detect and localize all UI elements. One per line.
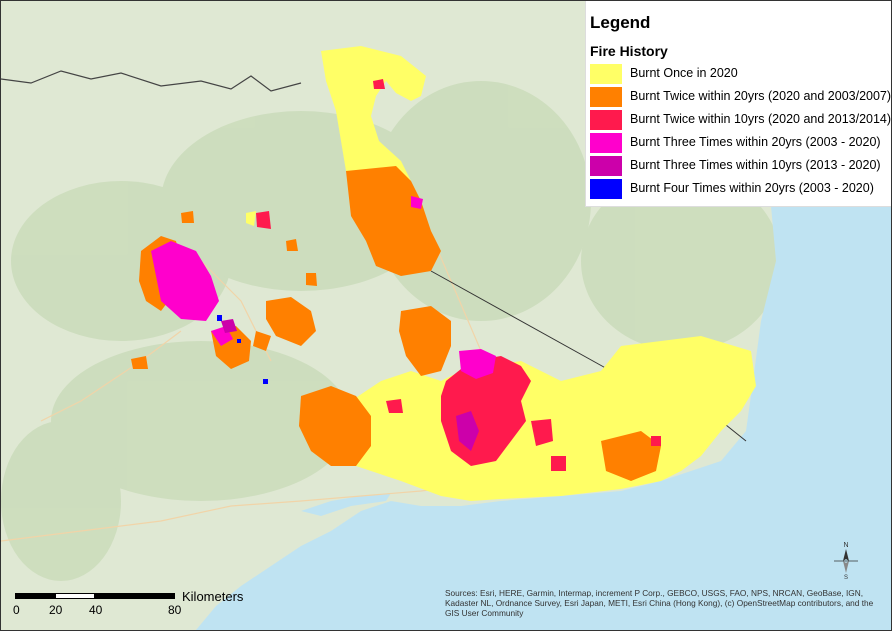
legend-swatch <box>590 156 622 176</box>
legend-item-label: Burnt Three Times within 20yrs (2003 - 2… <box>630 135 881 149</box>
legend-swatch <box>590 64 622 84</box>
scale-tick-label: 40 <box>89 603 103 617</box>
attribution-text: Sources: Esri, HERE, Garmin, Intermap, i… <box>445 588 874 618</box>
scale-segment <box>15 593 55 599</box>
scale-tick-label: 80 <box>168 603 182 617</box>
legend-item-burnt-three-20yrs: Burnt Three Times within 20yrs (2003 - 2… <box>590 133 890 155</box>
scale-bar: 0 20 40 80 Kilometers <box>13 589 265 629</box>
legend-item-label: Burnt Twice within 10yrs (2020 and 2013/… <box>630 112 892 126</box>
burnt-twice-20yrs <box>131 166 661 481</box>
legend-item-label: Burnt Three Times within 10yrs (2013 - 2… <box>630 158 881 172</box>
legend-item-label: Burnt Twice within 20yrs (2020 and 2003/… <box>630 89 892 103</box>
legend-swatch <box>590 110 622 130</box>
scale-tick-label: 0 <box>13 603 20 617</box>
scale-tick-label: 20 <box>49 603 63 617</box>
legend-item-label: Burnt Once in 2020 <box>630 66 738 80</box>
legend-item-burnt-three-10yrs: Burnt Three Times within 10yrs (2013 - 2… <box>590 156 890 178</box>
legend-swatch <box>590 87 622 107</box>
legend-swatch <box>590 179 622 199</box>
burnt-three-10yrs <box>221 319 479 451</box>
legend-swatch <box>590 133 622 153</box>
border-line <box>430 270 612 372</box>
legend-panel: Legend Fire History Burnt Once in 2020 B… <box>585 1 892 207</box>
burnt-four-20yrs <box>217 315 268 384</box>
legend-item-burnt-once: Burnt Once in 2020 <box>590 64 890 86</box>
legend-subtitle: Fire History <box>590 43 668 59</box>
gippsland-lakes <box>301 493 391 516</box>
north-arrow-icon: N S <box>834 542 858 579</box>
scale-segment <box>95 593 175 599</box>
legend-item-burnt-four-20yrs: Burnt Four Times within 20yrs (2003 - 20… <box>590 179 890 201</box>
svg-text:N: N <box>843 542 848 549</box>
legend-item-label: Burnt Four Times within 20yrs (2003 - 20… <box>630 181 874 195</box>
legend-item-burnt-twice-20yrs: Burnt Twice within 20yrs (2020 and 2003/… <box>590 87 892 109</box>
scale-segment <box>55 593 95 599</box>
svg-text:S: S <box>844 575 848 579</box>
legend-item-burnt-twice-10yrs: Burnt Twice within 10yrs (2020 and 2013/… <box>590 110 892 132</box>
state-border <box>1 70 302 92</box>
legend-title: Legend <box>590 13 651 32</box>
scale-unit-label: Kilometers <box>182 589 244 604</box>
ocean-area <box>196 206 891 630</box>
